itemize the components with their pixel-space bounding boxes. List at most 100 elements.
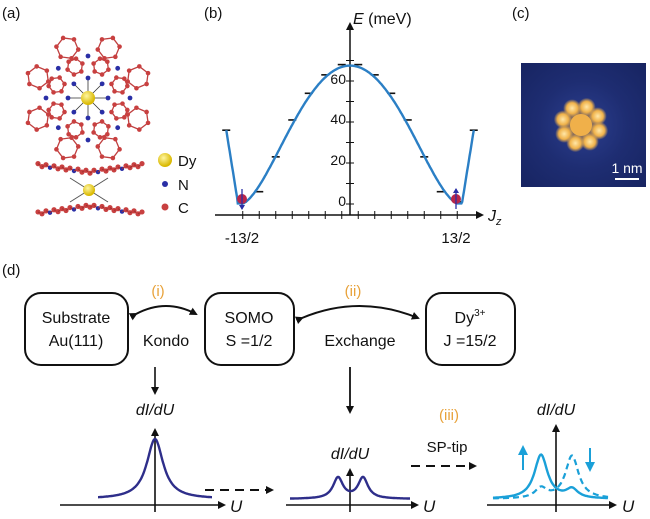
carbon-atom (66, 131, 71, 137)
spectrum-spin-polarized: dI/dU U (487, 402, 635, 516)
carbon-atom (110, 155, 116, 161)
carbon-atom (117, 147, 122, 152)
carbon-atom (102, 55, 107, 61)
carbon-atom (65, 67, 70, 72)
carbon-atom (75, 47, 81, 52)
carbon-atom (59, 102, 64, 107)
carbon-atom (71, 72, 77, 77)
carbon-atom (125, 83, 130, 89)
carbon-atom (51, 101, 56, 106)
legend-c-label: C (178, 200, 189, 217)
y-tick-60: 60 (330, 71, 346, 87)
carbon-atom (69, 135, 74, 141)
step-ii-label: (ii) (345, 283, 362, 300)
carbon-atom (45, 79, 51, 84)
x-tick-left: -13/2 (225, 230, 259, 247)
somo-line1: SOMO (225, 310, 274, 327)
carbon-atom (95, 47, 101, 52)
carbon-atom (62, 109, 67, 115)
carbon-atom (113, 136, 118, 142)
carbon-atom (91, 61, 96, 66)
lower-ligand-atom (35, 209, 41, 215)
nitrogen-atom (99, 81, 105, 87)
upper-ligand-atom (139, 161, 145, 167)
carbon-atom (44, 123, 50, 128)
carbon-atom (73, 135, 79, 140)
spectrum3-curve-up (493, 453, 609, 500)
carbon-atom (49, 115, 55, 120)
x-axis-sub: z (495, 216, 502, 228)
carbon-atom (97, 135, 103, 140)
spin-arrow-left-head (239, 205, 245, 210)
carbon-atom (71, 154, 77, 159)
spin-arrow-right-head (453, 188, 459, 193)
carbon-atom (80, 61, 85, 66)
stm-molecule (553, 97, 609, 153)
upper-ligand-atom (115, 164, 121, 170)
carbon-atom (102, 135, 107, 141)
spectrum2-curve (290, 475, 410, 500)
bridging-nitrogen (43, 95, 49, 101)
legend-n-label: N (178, 177, 189, 194)
carbon-atom (58, 54, 63, 60)
carbon-atom (137, 64, 142, 69)
carbon-atom (105, 131, 110, 137)
y-axis-unit: (meV) (364, 11, 412, 28)
spin-down-arrowhead (585, 462, 595, 472)
somo-line2: S =1/2 (226, 333, 273, 350)
lower-ligand-atom (67, 204, 73, 211)
carbon-atom (45, 112, 51, 117)
carbon-atom (99, 72, 105, 77)
carbon-atom (137, 127, 142, 132)
lower-ligand-atom (75, 203, 81, 210)
bridging-nitrogen (55, 125, 61, 131)
carbon-atom (113, 54, 118, 60)
carbon-atom (79, 122, 84, 127)
carbon-atom (59, 89, 64, 94)
carbon-atom (69, 55, 74, 61)
spectrum3-ylabel: dI/dU (537, 402, 576, 419)
carbon-atom (114, 75, 119, 80)
carbon-atom (66, 59, 71, 65)
carbon-atom (54, 44, 59, 49)
carbon-atom (57, 75, 62, 80)
spectrum1-curve (98, 437, 212, 499)
carbon-atom (125, 107, 130, 113)
carbon-atom (120, 90, 125, 95)
ground-state-left (237, 189, 247, 210)
somo-box (204, 292, 295, 366)
carbon-atom (134, 85, 139, 91)
carbon-atom (49, 76, 55, 81)
y-axis-title: E (meV) (353, 11, 412, 28)
stm-image: 1 nm (521, 63, 646, 187)
carbon-atom (34, 64, 39, 69)
legend-c-icon (161, 203, 169, 211)
carbon-atom (46, 107, 51, 113)
dy-base: Dy (455, 310, 475, 327)
step-i-label: (i) (151, 283, 164, 300)
carbon-atom (57, 116, 62, 121)
legend-dy-icon (158, 153, 172, 167)
spectrum3-curve-down (492, 454, 609, 500)
carbon-atom (27, 109, 32, 115)
carbon-atom (112, 102, 117, 107)
carbon-atom (44, 68, 50, 73)
bridging-nitrogen (85, 137, 91, 143)
y-tick-40: 40 (330, 111, 346, 127)
bridging-nitrogen (85, 53, 91, 59)
dy-sup: 3+ (474, 308, 486, 319)
carbon-atom (144, 109, 149, 115)
ground-state-right (451, 188, 461, 209)
panel-label-b: (b) (204, 5, 222, 22)
carbon-atom (99, 37, 105, 42)
scale-bar-label: 1 nm (611, 160, 642, 176)
carbon-atom (117, 44, 122, 49)
carbon-atom (25, 120, 31, 126)
carbon-atom (91, 130, 96, 135)
carbon-atom (60, 35, 66, 41)
molecule-atoms (25, 35, 151, 161)
carbon-atom (106, 67, 111, 72)
carbon-atom (71, 119, 77, 124)
nitrogen-atom (105, 95, 111, 101)
dy-atom-side (83, 184, 95, 196)
